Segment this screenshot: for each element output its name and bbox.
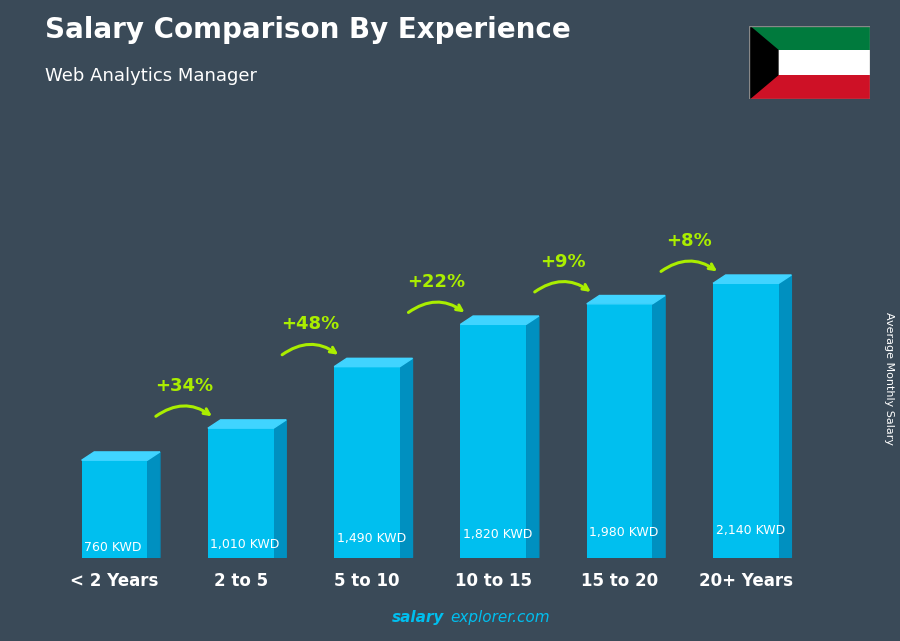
Text: +34%: +34%: [155, 377, 213, 395]
Polygon shape: [148, 452, 160, 558]
Bar: [587, 304, 652, 558]
Text: 2,140 KWD: 2,140 KWD: [716, 524, 785, 537]
Polygon shape: [334, 358, 412, 367]
Bar: [82, 460, 148, 558]
Text: 1,980 KWD: 1,980 KWD: [590, 526, 659, 539]
Polygon shape: [749, 26, 778, 99]
Bar: [749, 50, 870, 75]
Text: +8%: +8%: [666, 232, 712, 250]
Polygon shape: [587, 296, 665, 304]
Text: Web Analytics Manager: Web Analytics Manager: [45, 67, 257, 85]
Text: +22%: +22%: [408, 273, 465, 291]
Text: +48%: +48%: [281, 315, 339, 333]
Text: 1,820 KWD: 1,820 KWD: [463, 528, 533, 541]
Text: 1,010 KWD: 1,010 KWD: [211, 538, 280, 551]
Polygon shape: [208, 420, 286, 428]
Polygon shape: [82, 452, 160, 460]
Text: salary: salary: [392, 610, 444, 625]
Polygon shape: [713, 275, 791, 283]
Polygon shape: [400, 358, 412, 558]
Text: 760 KWD: 760 KWD: [85, 542, 141, 554]
Text: Average Monthly Salary: Average Monthly Salary: [884, 312, 895, 445]
Polygon shape: [652, 296, 665, 558]
Text: explorer.com: explorer.com: [450, 610, 550, 625]
Text: Salary Comparison By Experience: Salary Comparison By Experience: [45, 16, 571, 44]
Bar: [461, 324, 526, 558]
Polygon shape: [778, 275, 791, 558]
Bar: [749, 26, 870, 50]
Bar: [749, 75, 870, 99]
Bar: [208, 428, 274, 558]
Text: 1,490 KWD: 1,490 KWD: [337, 532, 406, 545]
Bar: [713, 283, 778, 558]
Bar: [334, 367, 400, 558]
Polygon shape: [526, 316, 539, 558]
Polygon shape: [461, 316, 539, 324]
Text: +9%: +9%: [540, 253, 586, 271]
Polygon shape: [274, 420, 286, 558]
